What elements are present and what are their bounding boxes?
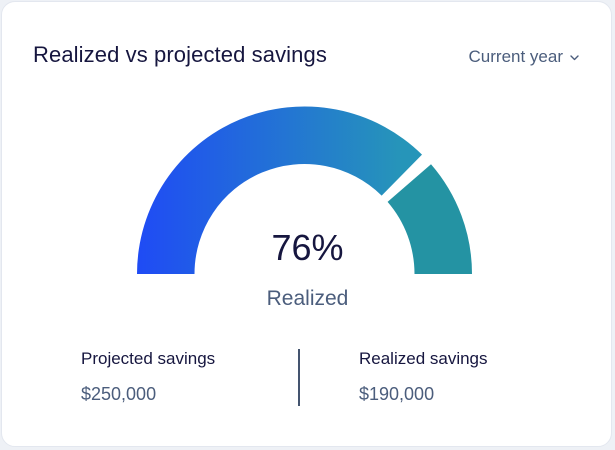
realized-savings-stat: Realized savings $190,000 [359,349,488,405]
projected-savings-label: Projected savings [81,349,216,368]
realized-savings-value: $190,000 [359,384,435,404]
realized-savings-label: Realized savings [359,349,488,368]
period-dropdown[interactable]: Current year [469,47,579,67]
projected-savings-value: $250,000 [81,384,157,404]
realized-percent: 76% [271,227,344,268]
remaining-arc [387,164,472,274]
period-label: Current year [468,47,563,66]
card-title: Realized vs projected savings [33,42,327,67]
realized-percent-label: Realized [266,287,349,310]
projected-savings-stat: Projected savings $250,000 [81,349,215,405]
chevron-down-icon [570,55,579,61]
realized-arc [137,106,423,275]
stats-divider [298,349,300,406]
